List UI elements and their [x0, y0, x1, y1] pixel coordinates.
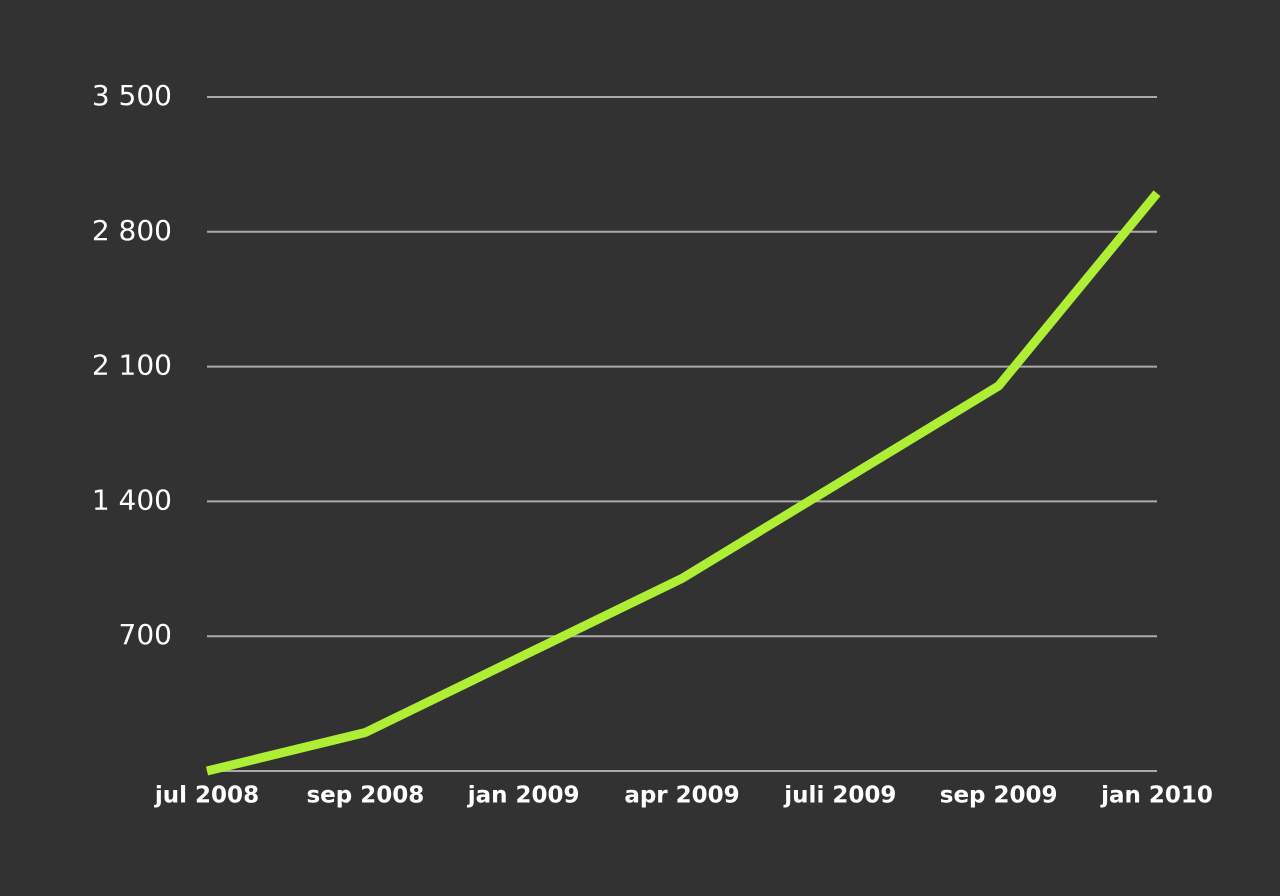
x-tick-label: jan 2009: [467, 783, 580, 809]
x-tick-label: jul 2008: [154, 783, 259, 809]
x-tick-label: sep 2008: [306, 783, 424, 809]
x-tick-label: juli 2009: [783, 783, 896, 809]
y-tick-label: 700: [119, 618, 172, 651]
data-line: [205, 190, 1161, 776]
y-tick-label: 2 800: [92, 214, 172, 247]
x-tick-label: sep 2009: [940, 783, 1058, 809]
x-tick-label: apr 2009: [624, 783, 739, 809]
y-tick-label: 1 400: [92, 483, 172, 516]
y-tick-label: 2 100: [92, 349, 172, 382]
x-tick-label: jan 2010: [1100, 783, 1213, 809]
y-tick-label: 3 500: [92, 79, 172, 112]
